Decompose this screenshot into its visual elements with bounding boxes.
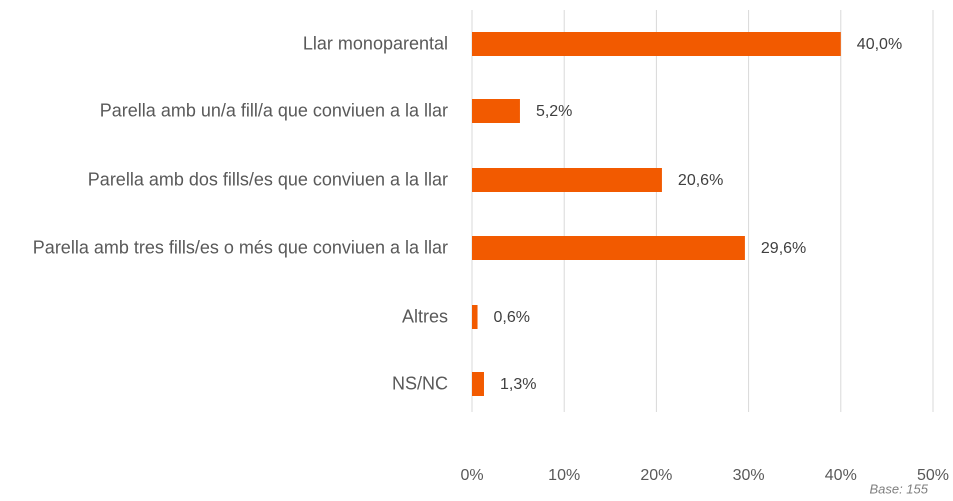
category-label: Llar monoparental bbox=[302, 33, 448, 54]
category-label: Altres bbox=[401, 306, 448, 327]
x-tick-label: 30% bbox=[733, 467, 765, 484]
value-label: 5,2% bbox=[536, 103, 572, 120]
note: Base: 155 bbox=[869, 481, 928, 496]
x-tick-label: 50% bbox=[917, 467, 949, 484]
category-label: Parella amb un/a fill/a que conviuen a l… bbox=[99, 100, 448, 121]
category-label: NS/NC bbox=[391, 373, 448, 394]
x-tick-label: 0% bbox=[460, 467, 483, 484]
x-tick-label: 40% bbox=[825, 467, 857, 484]
value-label: 1,3% bbox=[500, 376, 536, 393]
value-label: 29,6% bbox=[761, 240, 806, 257]
category-label: Parella amb tres fills/es o més que conv… bbox=[32, 237, 448, 258]
x-tick-label: 10% bbox=[548, 467, 580, 484]
bar bbox=[472, 372, 484, 396]
x-tick-label: 20% bbox=[640, 467, 672, 484]
bar bbox=[472, 168, 662, 192]
value-label: 0,6% bbox=[494, 309, 530, 326]
bar bbox=[472, 305, 478, 329]
bar bbox=[472, 32, 841, 56]
value-label: 40,0% bbox=[857, 36, 902, 53]
bar bbox=[472, 99, 520, 123]
category-label: Parella amb dos fills/es que conviuen a … bbox=[87, 169, 448, 190]
bar bbox=[472, 236, 745, 260]
value-label: 20,6% bbox=[678, 172, 723, 189]
